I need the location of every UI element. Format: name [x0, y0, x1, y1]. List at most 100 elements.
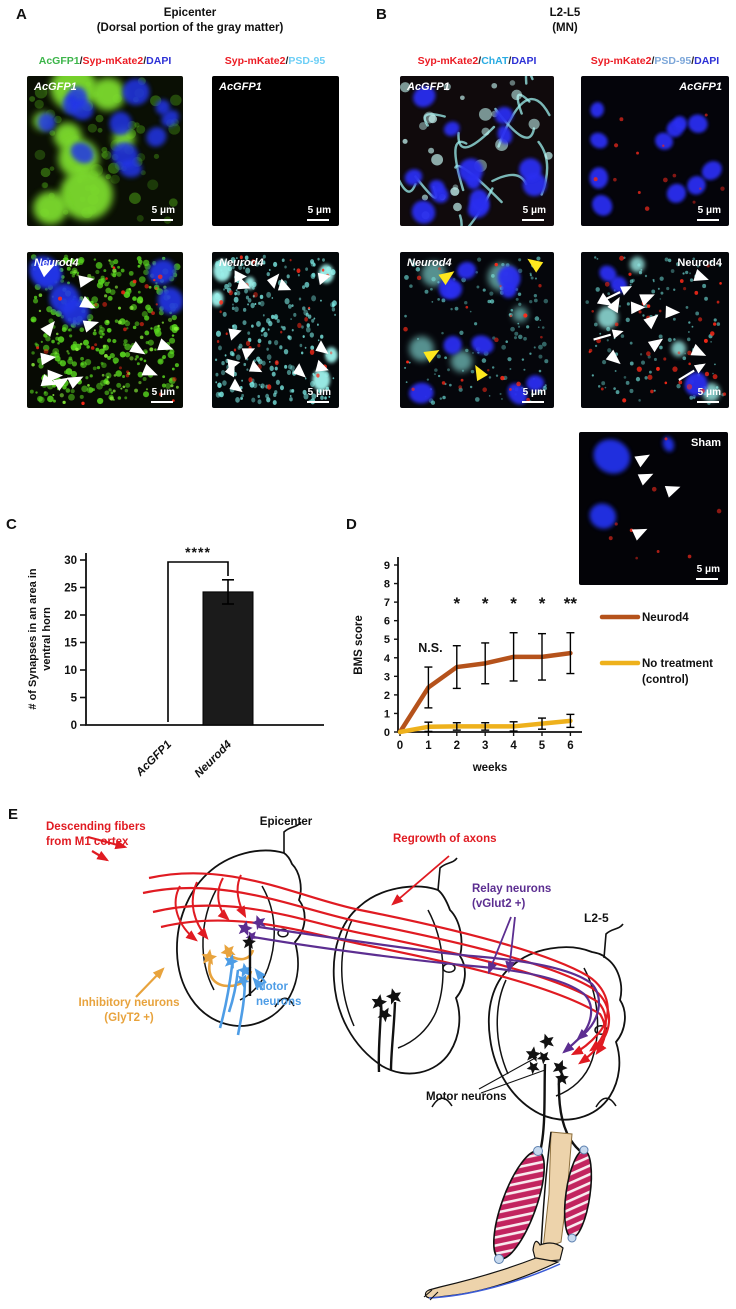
synapse-bar-chart: 0 5 10 15 20 25 30 # of Synapses in an area in v…	[27, 544, 324, 780]
channel-name: /	[508, 55, 512, 67]
scale-bar-line	[307, 218, 329, 221]
channel-name: Syp-mKate2	[417, 55, 479, 67]
tile-label: Neurod4	[219, 257, 264, 269]
micrograph-art	[585, 255, 727, 405]
svg-text:5: 5	[71, 693, 78, 705]
scale-bar-text: 5 μm	[522, 387, 546, 398]
panel-a-label: A	[16, 6, 27, 23]
label-l2-5: L2-5	[584, 911, 609, 925]
channel-name: /	[691, 55, 695, 67]
scale-bar-text: 5 μm	[697, 387, 721, 398]
svg-text:5: 5	[539, 740, 546, 752]
channel-name: Syp-mKate2	[224, 55, 286, 67]
annotation-star: *	[539, 594, 546, 613]
panel-a-title-line1: Epicenter	[163, 7, 217, 19]
tile-label: AcGFP1	[407, 81, 450, 93]
label-descending-fibers: Descending fibers from M1 cortex	[46, 820, 146, 850]
label-inhibitory-line2: (GlyT2 +)	[104, 1012, 154, 1024]
label-inhibitory-neurons: Inhibitory neurons (GlyT2 +)	[45, 996, 213, 1026]
svg-text:6: 6	[384, 616, 390, 628]
scale-bar-line	[697, 218, 719, 221]
scale-bar-text: 5 μm	[697, 205, 721, 216]
label-inhibitory-line1: Inhibitory neurons	[78, 997, 180, 1009]
regrowth-pointer-arrow	[391, 855, 450, 906]
label-motor-blue-line2: neurons	[256, 996, 302, 1008]
y-axis-label: BMS score	[353, 615, 365, 674]
micrograph-art	[29, 254, 183, 405]
svg-text:2: 2	[384, 690, 390, 702]
micrograph-art	[29, 76, 182, 225]
panel-b-title-line1: L2-L5	[549, 7, 581, 19]
svg-text:1: 1	[425, 740, 432, 752]
panel-a-title-line2: (Dorsal portion of the gray matter)	[96, 22, 284, 34]
spinal-cord-circuit-diagram	[87, 821, 626, 1301]
tile-label: AcGFP1	[219, 81, 262, 93]
scale-bar-line	[307, 400, 329, 403]
relay-axons	[252, 916, 601, 1054]
svg-text:3: 3	[384, 671, 390, 683]
svg-text:9: 9	[384, 560, 390, 572]
spinal-section-middle	[332, 857, 466, 1108]
svg-text:20: 20	[64, 610, 77, 622]
micrograph-art	[212, 254, 338, 406]
scale-bar-line	[522, 400, 544, 403]
channel-name: /	[285, 55, 289, 67]
motor-neurons-pointer-line	[480, 1069, 546, 1094]
svg-text:8: 8	[384, 579, 390, 591]
y-axis-label: # of Synapses in an area in	[27, 568, 39, 710]
tile-label: Neurod4	[34, 257, 79, 269]
legend-label: Neurod4	[642, 612, 689, 624]
spinal-section-l25	[487, 923, 626, 1121]
label-descending-line1: Descending fibers	[46, 821, 146, 833]
tile-label: Neurod4	[407, 257, 452, 269]
significance-stars: ****	[185, 544, 211, 560]
channel-name: Syp-mKate2	[590, 55, 652, 67]
tile-label: AcGFP1	[679, 81, 722, 93]
svg-text:0: 0	[384, 727, 390, 739]
svg-text:ventral horn: ventral horn	[41, 607, 53, 671]
relay-pointer-arrow	[505, 916, 516, 974]
micrograph-a-acgfp1-merge: AcGFP1 5 μm	[27, 76, 183, 226]
channel-name: PSD-95	[654, 55, 692, 67]
micrograph-a-neurod4-merge: Neurod4 5 μm	[27, 252, 183, 408]
hindlimb	[423, 1131, 593, 1301]
channel-name: /	[143, 55, 147, 67]
micrograph-art	[212, 76, 339, 226]
panel-b-title-line2: (MN)	[552, 22, 578, 34]
label-relay-line1: Relay neurons	[472, 883, 552, 895]
scale-bar-text: 5 μm	[151, 205, 175, 216]
svg-text:(control): (control)	[642, 674, 689, 686]
channel-label-b-psd95: Syp-mKate2/PSD-95/DAPI	[570, 55, 736, 67]
motor-pointer-arrow	[254, 968, 267, 984]
channel-name: ChAT	[481, 55, 509, 67]
spinal-section-epicenter	[176, 821, 306, 1027]
svg-text:0: 0	[397, 740, 403, 752]
label-motor-neurons-blue: Motor neurons	[256, 980, 301, 1010]
motor-neurons-epicenter	[218, 965, 267, 1036]
black-neurons	[241, 934, 581, 1153]
channel-name: Syp-mKate2	[82, 55, 144, 67]
channel-name: AcGFP1	[38, 55, 80, 67]
x-tick-AcGFP1: AcGFP1	[133, 739, 174, 780]
channel-name: DAPI	[694, 55, 720, 67]
svg-text:4: 4	[384, 653, 391, 665]
micrograph-art	[589, 436, 722, 560]
micrograph-art	[589, 102, 725, 216]
svg-text:3: 3	[482, 740, 488, 752]
scale-bar-line	[151, 218, 173, 221]
label-relay-line2: (vGlut2 +)	[472, 898, 526, 910]
inhibitory-pointer-arrow	[135, 967, 165, 998]
micrograph-b-neurod4-psd95: Neurod4 5 μm	[581, 252, 729, 408]
channel-name: /	[478, 55, 482, 67]
annotation-star: *	[510, 594, 517, 613]
scale-bar-line	[697, 400, 719, 403]
scale-bar-text: 5 μm	[151, 387, 175, 398]
channel-label-a-psd95: Syp-mKate2/PSD-95	[190, 55, 360, 67]
tile-label: AcGFP1	[34, 81, 77, 93]
x-tick-Neurod4: Neurod4	[193, 738, 235, 780]
svg-text:4: 4	[510, 740, 517, 752]
annotation-ns: N.S.	[418, 641, 442, 655]
micrograph-b-neurod4-chat: Neurod4 5 μm	[400, 252, 554, 408]
